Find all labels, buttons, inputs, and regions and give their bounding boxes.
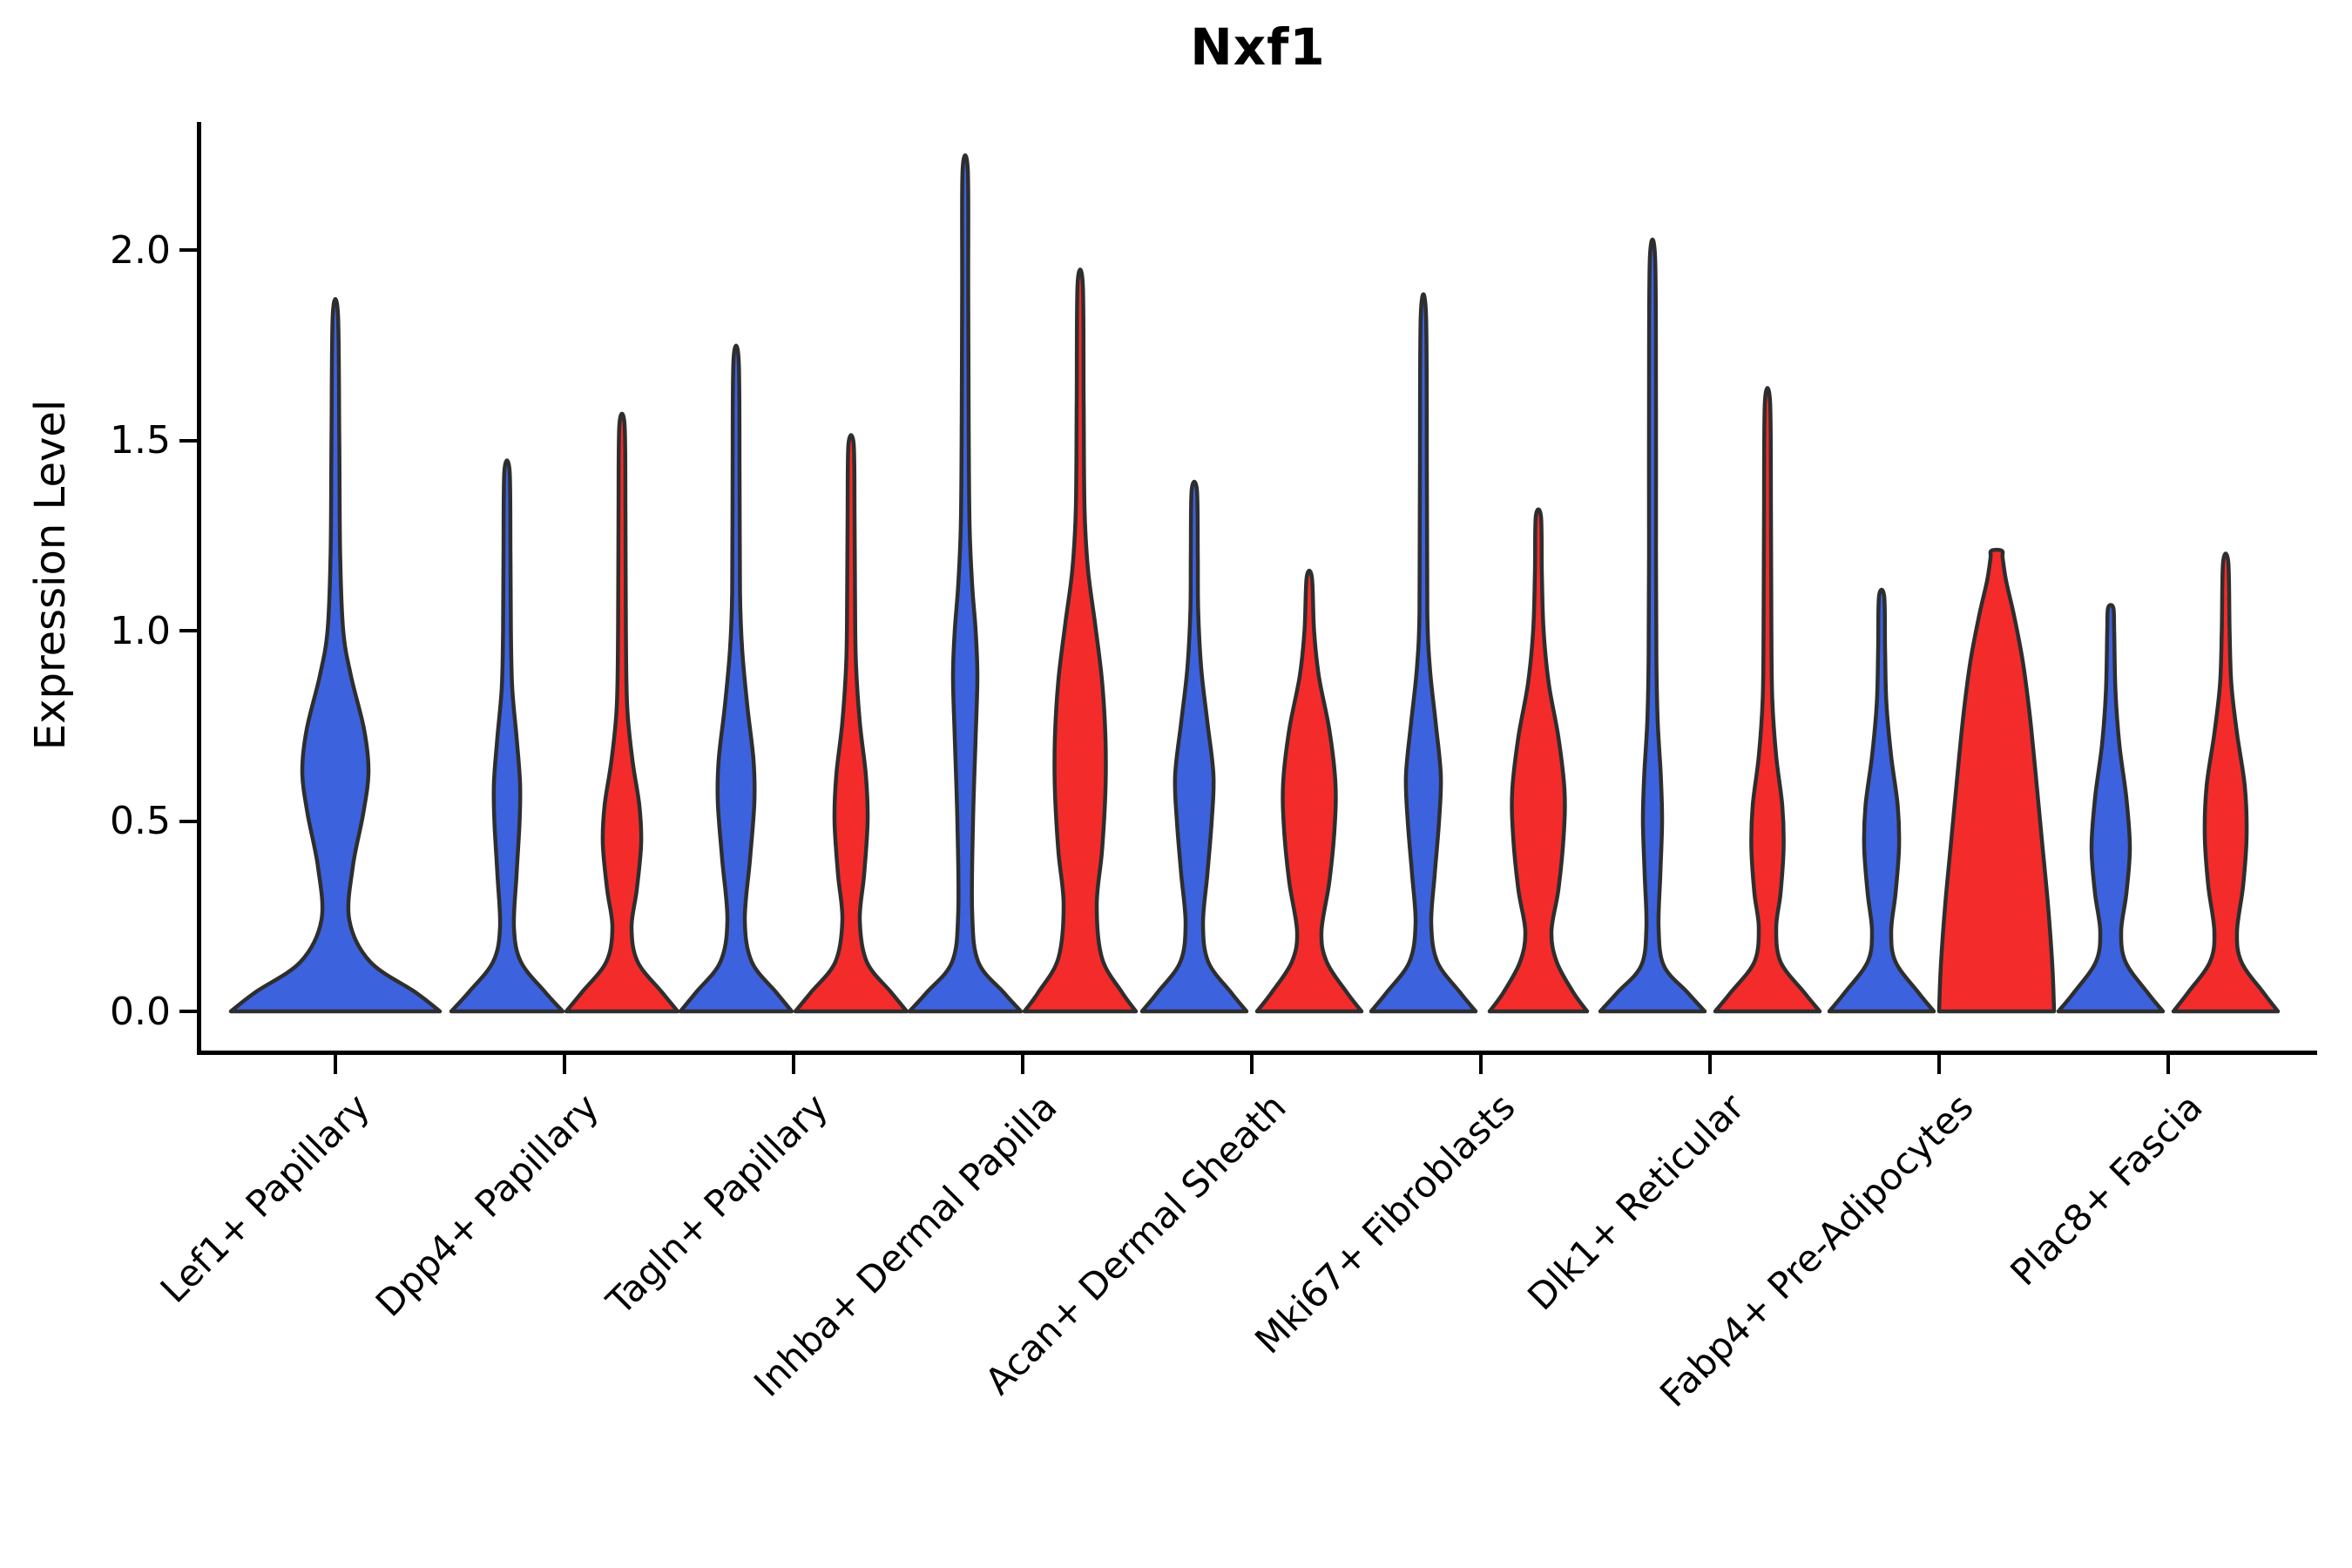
y-tick-label: 1.0: [110, 608, 171, 653]
x-tick-mark: [334, 1055, 337, 1074]
x-tick-mark: [1708, 1055, 1712, 1074]
x-tick-mark: [792, 1055, 795, 1074]
x-axis-spine: [197, 1051, 2317, 1055]
violin-tagln-papillary-red: [793, 433, 909, 1014]
violin-lef1-papillary-blue: [228, 297, 443, 1014]
y-tick-mark: [179, 438, 199, 443]
violin-dpp4-papillary-blue: [449, 458, 565, 1014]
y-tick-mark: [179, 248, 199, 252]
y-tick-mark: [179, 819, 199, 823]
y-tick-label: 0.0: [110, 989, 171, 1034]
y-tick-label: 0.5: [110, 799, 171, 843]
y-tick-mark: [179, 629, 199, 632]
y-axis-spine: [197, 122, 201, 1055]
y-tick-label: 1.5: [110, 418, 171, 463]
violin-dpp4-papillary-red: [564, 411, 680, 1014]
violin-tagln-papillary-blue: [678, 343, 794, 1014]
violin-fabp4-pre-adipocytes-red: [1936, 547, 2057, 1014]
y-tick-mark: [179, 1010, 199, 1013]
violin-acan-dermal-sheath-blue: [1139, 479, 1249, 1014]
violin-plac8-fascia-red: [2171, 551, 2281, 1014]
violin-mki67-fibroblasts-red: [1487, 507, 1590, 1014]
x-tick-mark: [2166, 1055, 2170, 1074]
x-tick-mark: [1479, 1055, 1483, 1074]
violin-inhba-dermal-papilla-red: [1022, 267, 1139, 1014]
x-tick-mark: [1250, 1055, 1254, 1074]
violin-dlk1-reticular-red: [1713, 386, 1822, 1014]
chart-title: Nxf1: [1190, 17, 1326, 77]
violin-fabp4-pre-adipocytes-blue: [1827, 587, 1936, 1014]
violin-mki67-fibroblasts-blue: [1369, 292, 1478, 1014]
violin-inhba-dermal-papilla-blue: [907, 153, 1024, 1014]
y-tick-label: 2.0: [110, 227, 171, 273]
x-tick-mark: [1937, 1055, 1941, 1074]
violin-acan-dermal-sheath-red: [1254, 568, 1364, 1014]
violin-dlk1-reticular-blue: [1598, 237, 1707, 1014]
violin-plac8-fascia-blue: [2056, 603, 2166, 1014]
x-tick-mark: [1021, 1055, 1024, 1074]
x-tick-mark: [563, 1055, 566, 1074]
